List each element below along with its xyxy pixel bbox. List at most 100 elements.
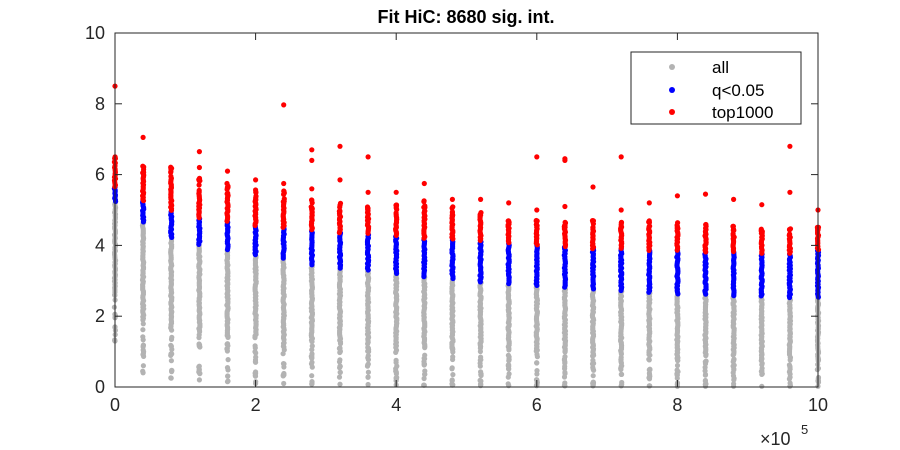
point-all	[730, 352, 736, 358]
point-q	[590, 286, 597, 292]
point-all	[196, 377, 202, 383]
point-all	[281, 380, 287, 387]
point-q	[731, 293, 737, 299]
point-all	[337, 381, 343, 387]
legend-box	[630, 51, 802, 125]
point-top	[562, 222, 568, 229]
legend-label-top: top1000	[712, 103, 773, 122]
point-all	[196, 367, 202, 373]
point-top	[309, 197, 315, 203]
point-top	[618, 223, 624, 229]
point-top	[618, 245, 624, 251]
point-top	[562, 157, 568, 163]
point-q	[675, 291, 681, 297]
legend-label-q: q<0.05	[712, 81, 764, 100]
point-all	[141, 353, 147, 359]
point-all	[280, 351, 286, 357]
point-all	[534, 360, 540, 366]
point-top	[675, 220, 681, 226]
point-top	[702, 191, 709, 197]
chart-title: Fit HiC: 8680 sig. int.	[377, 7, 554, 27]
point-top	[140, 163, 146, 169]
x-exponent-base: ×10	[760, 429, 791, 449]
point-q	[562, 284, 568, 290]
point-all	[393, 375, 399, 381]
point-all	[336, 359, 343, 365]
x-tick-label: 6	[532, 395, 542, 415]
point-top	[646, 200, 652, 206]
point-top	[422, 204, 428, 211]
point-all	[618, 371, 624, 377]
point-all	[308, 353, 314, 359]
point-top	[252, 222, 258, 229]
point-top	[365, 154, 371, 160]
point-all	[702, 383, 709, 389]
point-all	[618, 357, 624, 363]
point-top	[140, 198, 147, 204]
point-all	[309, 339, 315, 345]
point-top	[421, 199, 427, 205]
point-top	[337, 143, 343, 149]
point-all	[309, 381, 315, 387]
point-top	[590, 224, 596, 230]
point-all	[168, 375, 174, 381]
point-all	[421, 375, 427, 382]
point-all	[759, 362, 765, 368]
point-all	[477, 348, 483, 355]
point-top	[197, 178, 203, 184]
point-all	[786, 376, 793, 382]
point-all	[365, 355, 371, 361]
point-all	[140, 317, 146, 323]
point-all	[449, 378, 455, 384]
point-top	[731, 196, 737, 202]
point-all	[196, 341, 202, 347]
point-top	[224, 218, 230, 224]
point-all	[450, 372, 456, 378]
point-top	[421, 235, 427, 241]
point-top	[533, 221, 540, 228]
x-exponent-power: 5	[801, 422, 808, 437]
point-top	[394, 206, 400, 213]
point-all	[562, 349, 568, 355]
point-all	[478, 354, 484, 360]
point-all	[506, 366, 512, 372]
point-all	[647, 372, 653, 378]
point-all	[140, 363, 146, 369]
point-all	[393, 368, 399, 374]
point-top	[421, 180, 427, 187]
point-all	[141, 349, 147, 355]
point-top	[196, 182, 202, 188]
point-all	[787, 371, 793, 377]
point-all	[253, 354, 259, 360]
point-top	[703, 249, 709, 255]
point-all	[225, 334, 231, 340]
point-all	[169, 334, 175, 340]
point-all	[140, 337, 146, 343]
point-all	[506, 358, 512, 364]
point-all	[787, 363, 793, 369]
point-top	[506, 200, 512, 206]
point-q	[309, 262, 315, 268]
point-all	[702, 368, 708, 374]
point-all	[590, 357, 596, 363]
point-all	[309, 343, 315, 349]
point-top	[618, 154, 624, 160]
point-all	[225, 373, 231, 379]
point-all	[646, 376, 653, 382]
point-top	[618, 207, 624, 213]
y-tick-label: 0	[95, 377, 105, 397]
point-all	[702, 361, 709, 367]
point-all	[393, 347, 400, 353]
point-all	[758, 368, 765, 374]
legend: all q<0.05 top1000	[630, 51, 802, 125]
point-all	[478, 371, 484, 378]
point-all	[336, 374, 343, 380]
y-tick-label: 8	[95, 94, 105, 114]
point-all	[168, 342, 174, 348]
point-top	[590, 246, 596, 252]
point-top	[393, 189, 399, 195]
point-all	[730, 370, 736, 376]
x-tick-label: 0	[110, 395, 120, 415]
legend-marker-q	[669, 87, 675, 93]
point-q	[618, 287, 624, 294]
